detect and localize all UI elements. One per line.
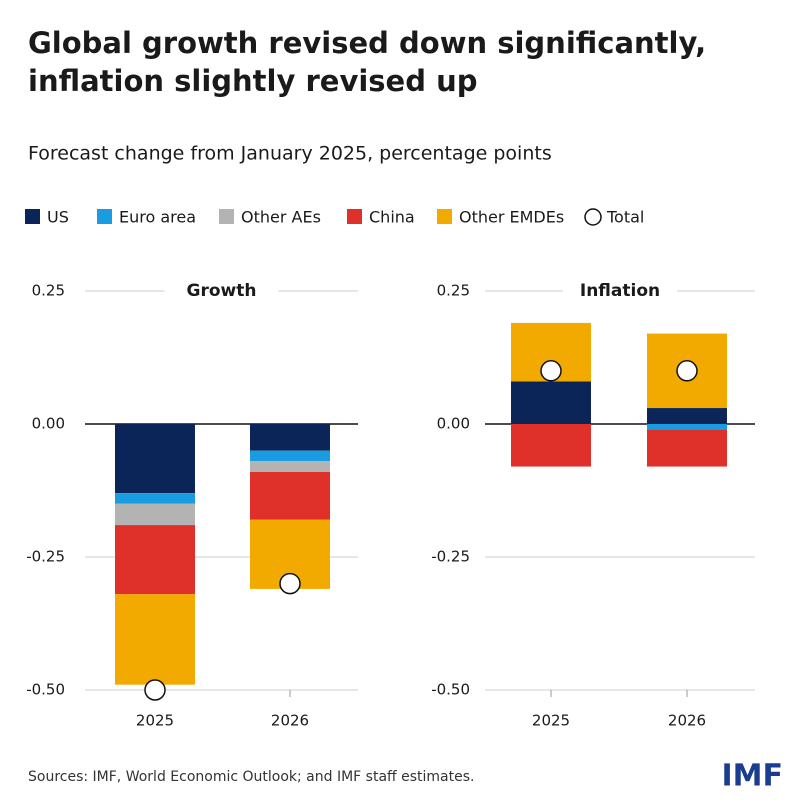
legend-swatch: [437, 209, 452, 224]
panel-title: Inflation: [580, 281, 660, 301]
legend-swatch: [219, 209, 234, 224]
bar-segment: [115, 503, 195, 526]
bar-segment: [115, 594, 195, 685]
legend-label: Euro area: [119, 208, 196, 227]
bar-segment: [115, 525, 195, 595]
bar-segment: [115, 493, 195, 504]
x-tick-label: 2026: [271, 712, 309, 730]
panel-title-bg: [164, 278, 279, 304]
y-tick-label: 0.00: [32, 415, 65, 433]
bar-segment: [647, 429, 727, 467]
y-tick-label: 0.25: [437, 282, 470, 300]
bar-segment: [647, 424, 727, 430]
bar-segment: [250, 424, 330, 451]
bar-segment: [511, 381, 591, 424]
total-marker: [279, 572, 301, 595]
legend-swatch: [25, 209, 40, 224]
logo: IMF: [721, 759, 783, 794]
legend-label: Total: [606, 208, 644, 227]
source: Sources: IMF, World Economic Outlook; an…: [28, 769, 474, 785]
legend-swatch: [97, 209, 112, 224]
legend-swatch: [584, 208, 602, 226]
title-line: Global growth revised down significantly…: [28, 26, 706, 98]
legend-label: China: [369, 208, 415, 227]
bar-segment: [115, 424, 195, 494]
y-tick-label: 0.25: [32, 282, 65, 300]
bar-segment: [250, 471, 330, 520]
y-tick-label: -0.50: [431, 681, 470, 699]
bar-segment: [511, 424, 591, 467]
legend-label: Other AEs: [241, 208, 321, 227]
y-tick-label: -0.25: [26, 548, 65, 566]
x-tick-label: 2025: [136, 712, 174, 730]
x-tick-label: 2025: [532, 712, 570, 730]
y-tick-label: 0.00: [437, 415, 470, 433]
bar-segment: [250, 450, 330, 462]
legend-label: US: [47, 208, 69, 227]
bar-segment: [647, 408, 727, 424]
y-tick-label: -0.25: [431, 548, 470, 566]
x-tick-label: 2026: [668, 712, 706, 730]
bar-segment: [250, 461, 330, 472]
total-marker: [540, 360, 562, 382]
total-marker: [676, 360, 698, 382]
y-tick-label: -0.50: [26, 681, 65, 699]
legend-swatch: [347, 209, 362, 224]
subtitle: Forecast change from January 2025, perce…: [28, 143, 552, 165]
panel-title-bg: [563, 278, 677, 304]
total-marker: [144, 679, 166, 701]
panel-title: Growth: [187, 281, 257, 301]
legend-label: Other EMDEs: [459, 208, 564, 227]
